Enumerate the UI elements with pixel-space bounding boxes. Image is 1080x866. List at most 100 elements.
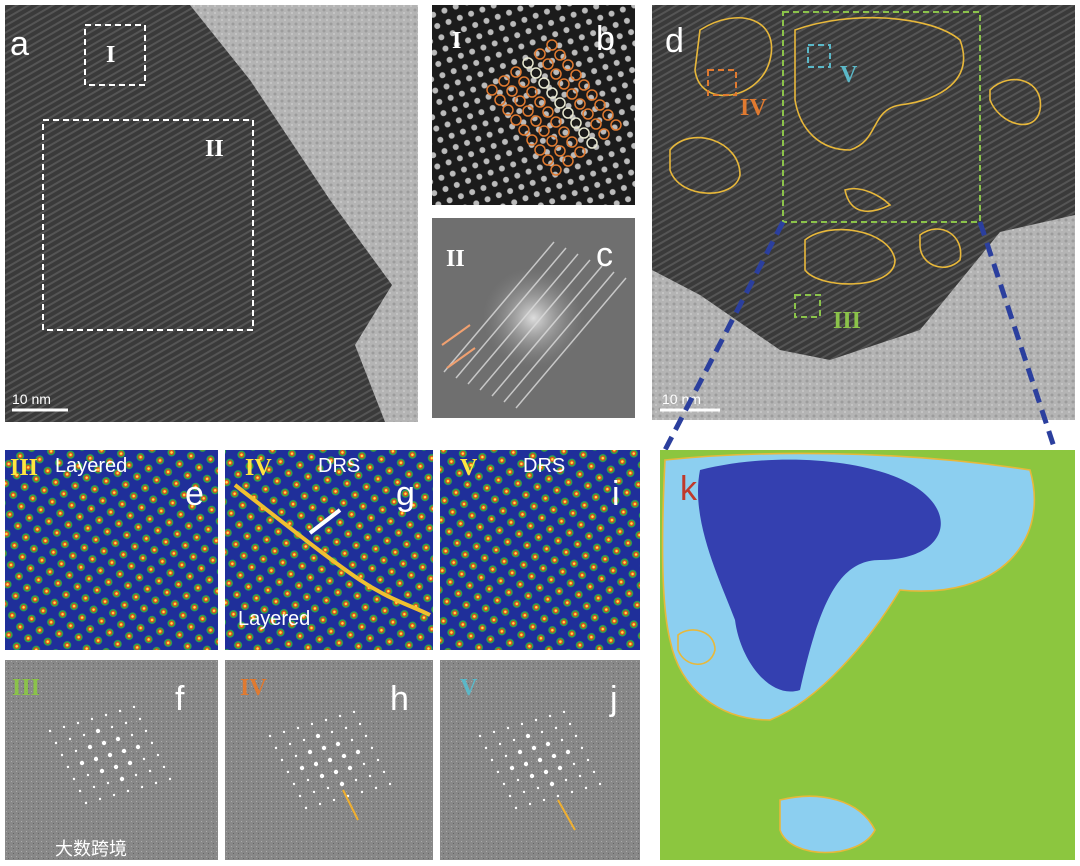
- fft-spot: [84, 801, 88, 805]
- fft-spot: [130, 733, 134, 737]
- fft-spot: [292, 782, 296, 786]
- fft-spot: [531, 745, 537, 751]
- panel-g: IV DRS Layered g: [225, 450, 433, 650]
- fft-spot: [382, 770, 386, 774]
- fft-spot: [296, 726, 300, 730]
- fft-spots: [268, 710, 392, 810]
- fft-spot: [72, 777, 76, 781]
- panel-i: V DRS i: [440, 450, 640, 650]
- fft-spot: [498, 742, 502, 746]
- fft-spot: [142, 757, 146, 761]
- fft-spot: [310, 722, 314, 726]
- fft-spot: [319, 773, 325, 779]
- fft-spot: [62, 725, 66, 729]
- fft-spot: [294, 754, 298, 758]
- atom-marker: [542, 58, 554, 70]
- atom-marker: [538, 77, 550, 89]
- fft-spot: [315, 733, 321, 739]
- atom-marker: [602, 109, 614, 121]
- fft-spot: [584, 786, 588, 790]
- arrow: [446, 347, 476, 369]
- panel-label: g: [396, 475, 415, 513]
- fft-spot: [506, 726, 510, 730]
- streak: [443, 241, 555, 373]
- fft-spot: [306, 778, 310, 782]
- panel-a: a I II 10 nm: [5, 5, 418, 422]
- fft-spot: [592, 770, 596, 774]
- atom-marker: [570, 69, 582, 81]
- fft-spot: [82, 733, 86, 737]
- fft-spot: [516, 778, 520, 782]
- fft-spot: [570, 790, 574, 794]
- fft-spot: [341, 753, 347, 759]
- fft-spot: [268, 734, 272, 738]
- panel-f: III f: [5, 660, 218, 860]
- fft-glow: [432, 218, 635, 418]
- fft-spot: [580, 746, 584, 750]
- panel-label: j: [609, 680, 618, 718]
- streak: [515, 277, 627, 409]
- fft-spot: [78, 789, 82, 793]
- fft-spot: [68, 737, 72, 741]
- fft-spots: [478, 710, 602, 810]
- atom-marker: [530, 67, 542, 79]
- fft-spot: [523, 761, 529, 767]
- fft-spot: [364, 734, 368, 738]
- fft-spot: [556, 794, 560, 798]
- region-label: III: [833, 308, 861, 334]
- fft-spot: [110, 725, 114, 729]
- fft-spot: [508, 794, 512, 798]
- fft-spot: [127, 760, 133, 766]
- fft-spot: [312, 790, 316, 794]
- fft-spot: [358, 722, 362, 726]
- fft-spot: [502, 782, 506, 786]
- atom-marker: [598, 128, 610, 140]
- fft-spot: [132, 705, 136, 709]
- panel-label: b: [596, 20, 615, 58]
- fft-spot: [304, 806, 308, 810]
- fft-spot: [134, 773, 138, 777]
- domain-outline: [661, 452, 1036, 854]
- filtered-image: [440, 450, 640, 650]
- fft-spot: [545, 741, 551, 747]
- fft-spot: [568, 722, 572, 726]
- fft-spot: [101, 740, 107, 746]
- atom-marker: [562, 155, 574, 167]
- region-label: V: [460, 675, 478, 701]
- fft-spot: [504, 754, 508, 758]
- atom-marker: [510, 66, 522, 78]
- atom-marker: [530, 115, 542, 127]
- fft-spot: [542, 798, 546, 802]
- atom-marker: [570, 117, 582, 129]
- fft-spot: [302, 738, 306, 742]
- fft-spot: [106, 781, 110, 785]
- fft-spot: [562, 710, 566, 714]
- panel-label: c: [596, 236, 613, 274]
- atom-marker: [522, 105, 534, 117]
- panel-b: I b: [432, 5, 635, 205]
- streak: [467, 253, 579, 385]
- panel-label: h: [390, 680, 409, 718]
- fft-spot: [564, 778, 568, 782]
- fft-spot: [354, 778, 358, 782]
- fft-spot: [74, 749, 78, 753]
- fft-spot: [92, 785, 96, 789]
- domain-outline: [669, 16, 1042, 285]
- fft-spot: [119, 776, 125, 782]
- panel-h: IV h: [225, 660, 433, 860]
- streak: [455, 247, 567, 379]
- fft-spot: [48, 729, 52, 733]
- atom-marker: [534, 96, 546, 108]
- watermark: 大数跨境: [55, 839, 127, 859]
- fft-spot: [509, 765, 515, 771]
- atom-marker: [526, 86, 538, 98]
- fft-spot: [344, 726, 348, 730]
- atom-marker: [586, 137, 598, 149]
- panel-d: V IV III d 10 nm: [652, 5, 1075, 420]
- fft-spot: [333, 769, 339, 775]
- fft-spot: [327, 757, 333, 763]
- fft-spot: [360, 790, 364, 794]
- fft-spot: [298, 794, 302, 798]
- panel-label: d: [665, 22, 684, 60]
